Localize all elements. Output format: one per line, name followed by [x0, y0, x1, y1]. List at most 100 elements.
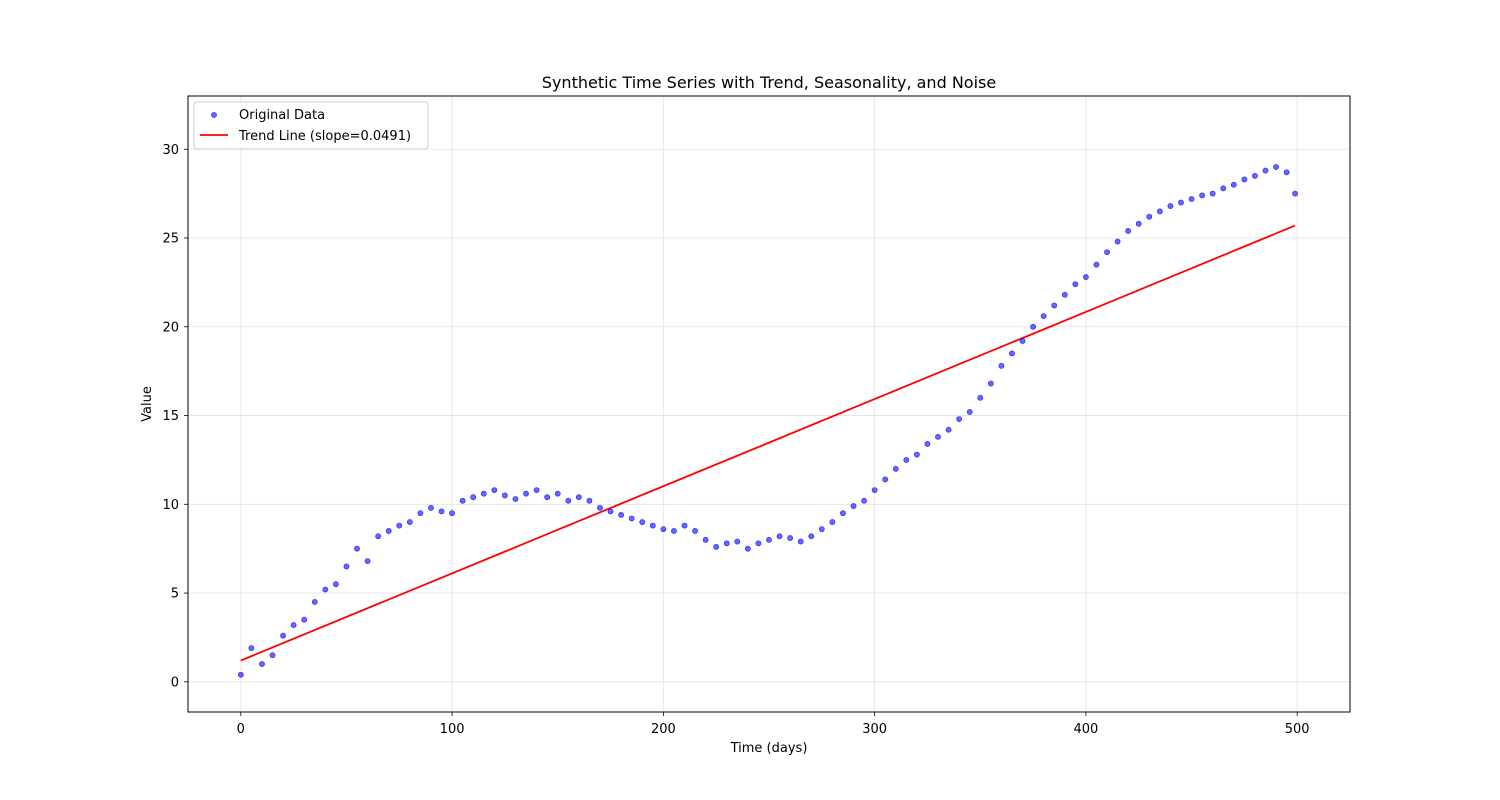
- legend-marker-original-data: [211, 112, 217, 118]
- data-point: [913, 451, 920, 458]
- data-point: [1241, 176, 1248, 183]
- data-point: [829, 519, 836, 525]
- data-point: [935, 433, 941, 440]
- data-point: [1072, 281, 1079, 288]
- data-point: [364, 558, 371, 565]
- data-point: [924, 441, 931, 447]
- data-point: [301, 616, 308, 623]
- data-point: [449, 510, 455, 517]
- data-point: [1252, 172, 1258, 179]
- data-point: [639, 519, 646, 525]
- y-axis-ticks: 0 5 10 15 20 25 30: [162, 143, 188, 690]
- data-point: [586, 497, 593, 504]
- y-tick-label: 5: [171, 587, 179, 602]
- data-point: [744, 545, 751, 552]
- data-point: [818, 526, 825, 533]
- data-point: [1146, 213, 1153, 220]
- data-point: [480, 490, 487, 497]
- data-point: [502, 492, 508, 499]
- y-tick-label: 30: [162, 143, 179, 158]
- plot-frame: [187, 95, 1351, 713]
- x-tick-label: 500: [1285, 722, 1310, 737]
- data-point: [1209, 190, 1216, 197]
- data-point: [797, 538, 804, 545]
- data-point: [322, 586, 329, 593]
- x-axis-label: Time (days): [730, 741, 808, 756]
- x-axis-ticks: 0 100 200 300 400 500: [237, 712, 1310, 737]
- data-point: [808, 533, 815, 540]
- data-point: [1273, 164, 1279, 170]
- x-tick-label: 100: [440, 722, 465, 737]
- data-point: [787, 535, 794, 541]
- data-point: [1188, 196, 1195, 202]
- y-axis-label: Value: [140, 386, 155, 422]
- data-point: [1167, 203, 1174, 209]
- data-point: [512, 496, 519, 502]
- data-point: [1083, 274, 1089, 280]
- data-point: [871, 487, 878, 493]
- data-point: [1061, 291, 1068, 298]
- y-tick-label: 20: [162, 320, 179, 335]
- chart-title: Synthetic Time Series with Trend, Season…: [542, 73, 996, 92]
- data-point: [1230, 181, 1237, 188]
- data-point: [1156, 208, 1163, 215]
- x-tick-label: 200: [651, 722, 676, 737]
- y-tick-label: 0: [171, 675, 179, 690]
- data-point: [533, 487, 540, 493]
- data-point: [1019, 338, 1026, 344]
- plot-area: [188, 96, 1350, 712]
- data-point: [428, 504, 434, 511]
- x-tick-label: 0: [237, 722, 245, 737]
- legend-box: [193, 101, 429, 150]
- data-point: [1051, 302, 1058, 309]
- data-point: [332, 581, 339, 588]
- data-point: [1292, 190, 1298, 197]
- data-point: [597, 504, 603, 511]
- data-point: [998, 362, 1005, 369]
- x-tick-label: 300: [862, 722, 887, 737]
- data-point: [987, 380, 994, 387]
- data-point: [1009, 350, 1015, 357]
- data-point: [882, 476, 889, 483]
- data-point: [565, 497, 572, 504]
- data-point: [1262, 167, 1269, 174]
- data-point: [311, 599, 318, 605]
- data-point: [755, 540, 762, 547]
- data-point: [259, 661, 265, 667]
- legend-label-original-data: Original Data: [239, 108, 325, 123]
- y-tick-label: 15: [162, 409, 179, 424]
- data-point: [1283, 169, 1290, 176]
- data-point: [554, 490, 561, 497]
- data-point: [470, 494, 477, 501]
- scatter-points: [237, 164, 1298, 678]
- trend-line-layer: [240, 224, 1296, 662]
- data-point: [628, 515, 635, 522]
- data-point: [734, 538, 741, 545]
- data-point: [861, 497, 867, 504]
- data-point: [406, 519, 413, 525]
- data-point: [237, 671, 244, 678]
- data-point: [892, 465, 899, 472]
- data-point: [248, 645, 255, 651]
- data-point: [396, 522, 403, 529]
- data-point: [692, 528, 698, 534]
- data-point: [417, 510, 424, 517]
- data-point: [544, 494, 551, 501]
- data-point: [459, 497, 466, 504]
- legend-label-trend-line: Trend Line (slope=0.0491): [238, 129, 411, 144]
- data-point: [1104, 249, 1110, 256]
- data-point: [1030, 323, 1036, 330]
- data-point: [607, 508, 614, 515]
- y-tick-label: 25: [162, 232, 179, 247]
- data-point: [385, 528, 392, 534]
- data-point: [1135, 220, 1142, 227]
- data-point: [523, 490, 529, 497]
- trend-line: [240, 224, 1296, 662]
- data-point: [649, 522, 656, 529]
- data-point: [671, 528, 677, 534]
- data-point: [1093, 261, 1100, 268]
- data-point: [290, 622, 297, 628]
- data-point: [977, 394, 984, 401]
- data-point: [1040, 313, 1047, 320]
